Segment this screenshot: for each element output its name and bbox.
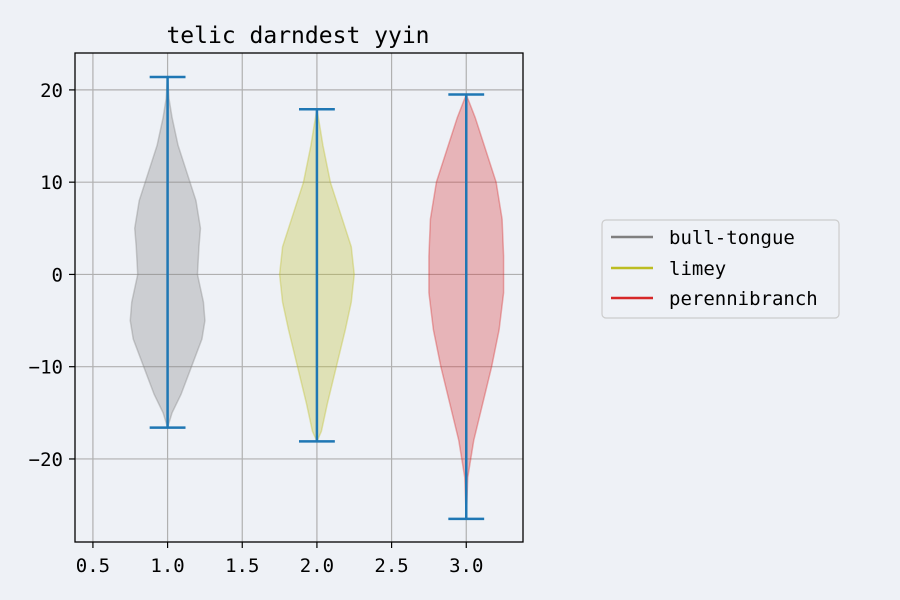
x-tick-label-3: 2.0 — [300, 555, 334, 577]
y-tick-label-1: −10 — [29, 357, 63, 379]
legend-label-limey: limey — [669, 258, 726, 280]
y-tick-label-4: 20 — [40, 80, 63, 102]
legend: bull-tongue limey perennibranch — [601, 219, 840, 319]
x-tick-label-5: 3.0 — [449, 555, 483, 577]
x-tick-label-4: 2.5 — [374, 555, 408, 577]
legend-label-bull-tongue: bull-tongue — [669, 227, 795, 249]
x-tick-label-2: 1.5 — [225, 555, 259, 577]
legend-frame — [601, 219, 840, 319]
y-tick-label-0: −20 — [29, 449, 63, 471]
plot-area: 0.5 1.0 1.5 2.0 2.5 3.0 −20 −10 0 10 20 — [29, 52, 524, 577]
axes-background — [75, 53, 523, 542]
x-tick-label-1: 1.0 — [150, 555, 184, 577]
y-tick-label-2: 0 — [52, 264, 63, 286]
y-tick-label-3: 10 — [40, 172, 63, 194]
axes-frame — [74, 52, 524, 543]
chart-title: telic darndest yyin — [166, 23, 429, 49]
legend-label-perennibranch: perennibranch — [669, 288, 818, 310]
x-tick-label-0: 0.5 — [76, 555, 110, 577]
